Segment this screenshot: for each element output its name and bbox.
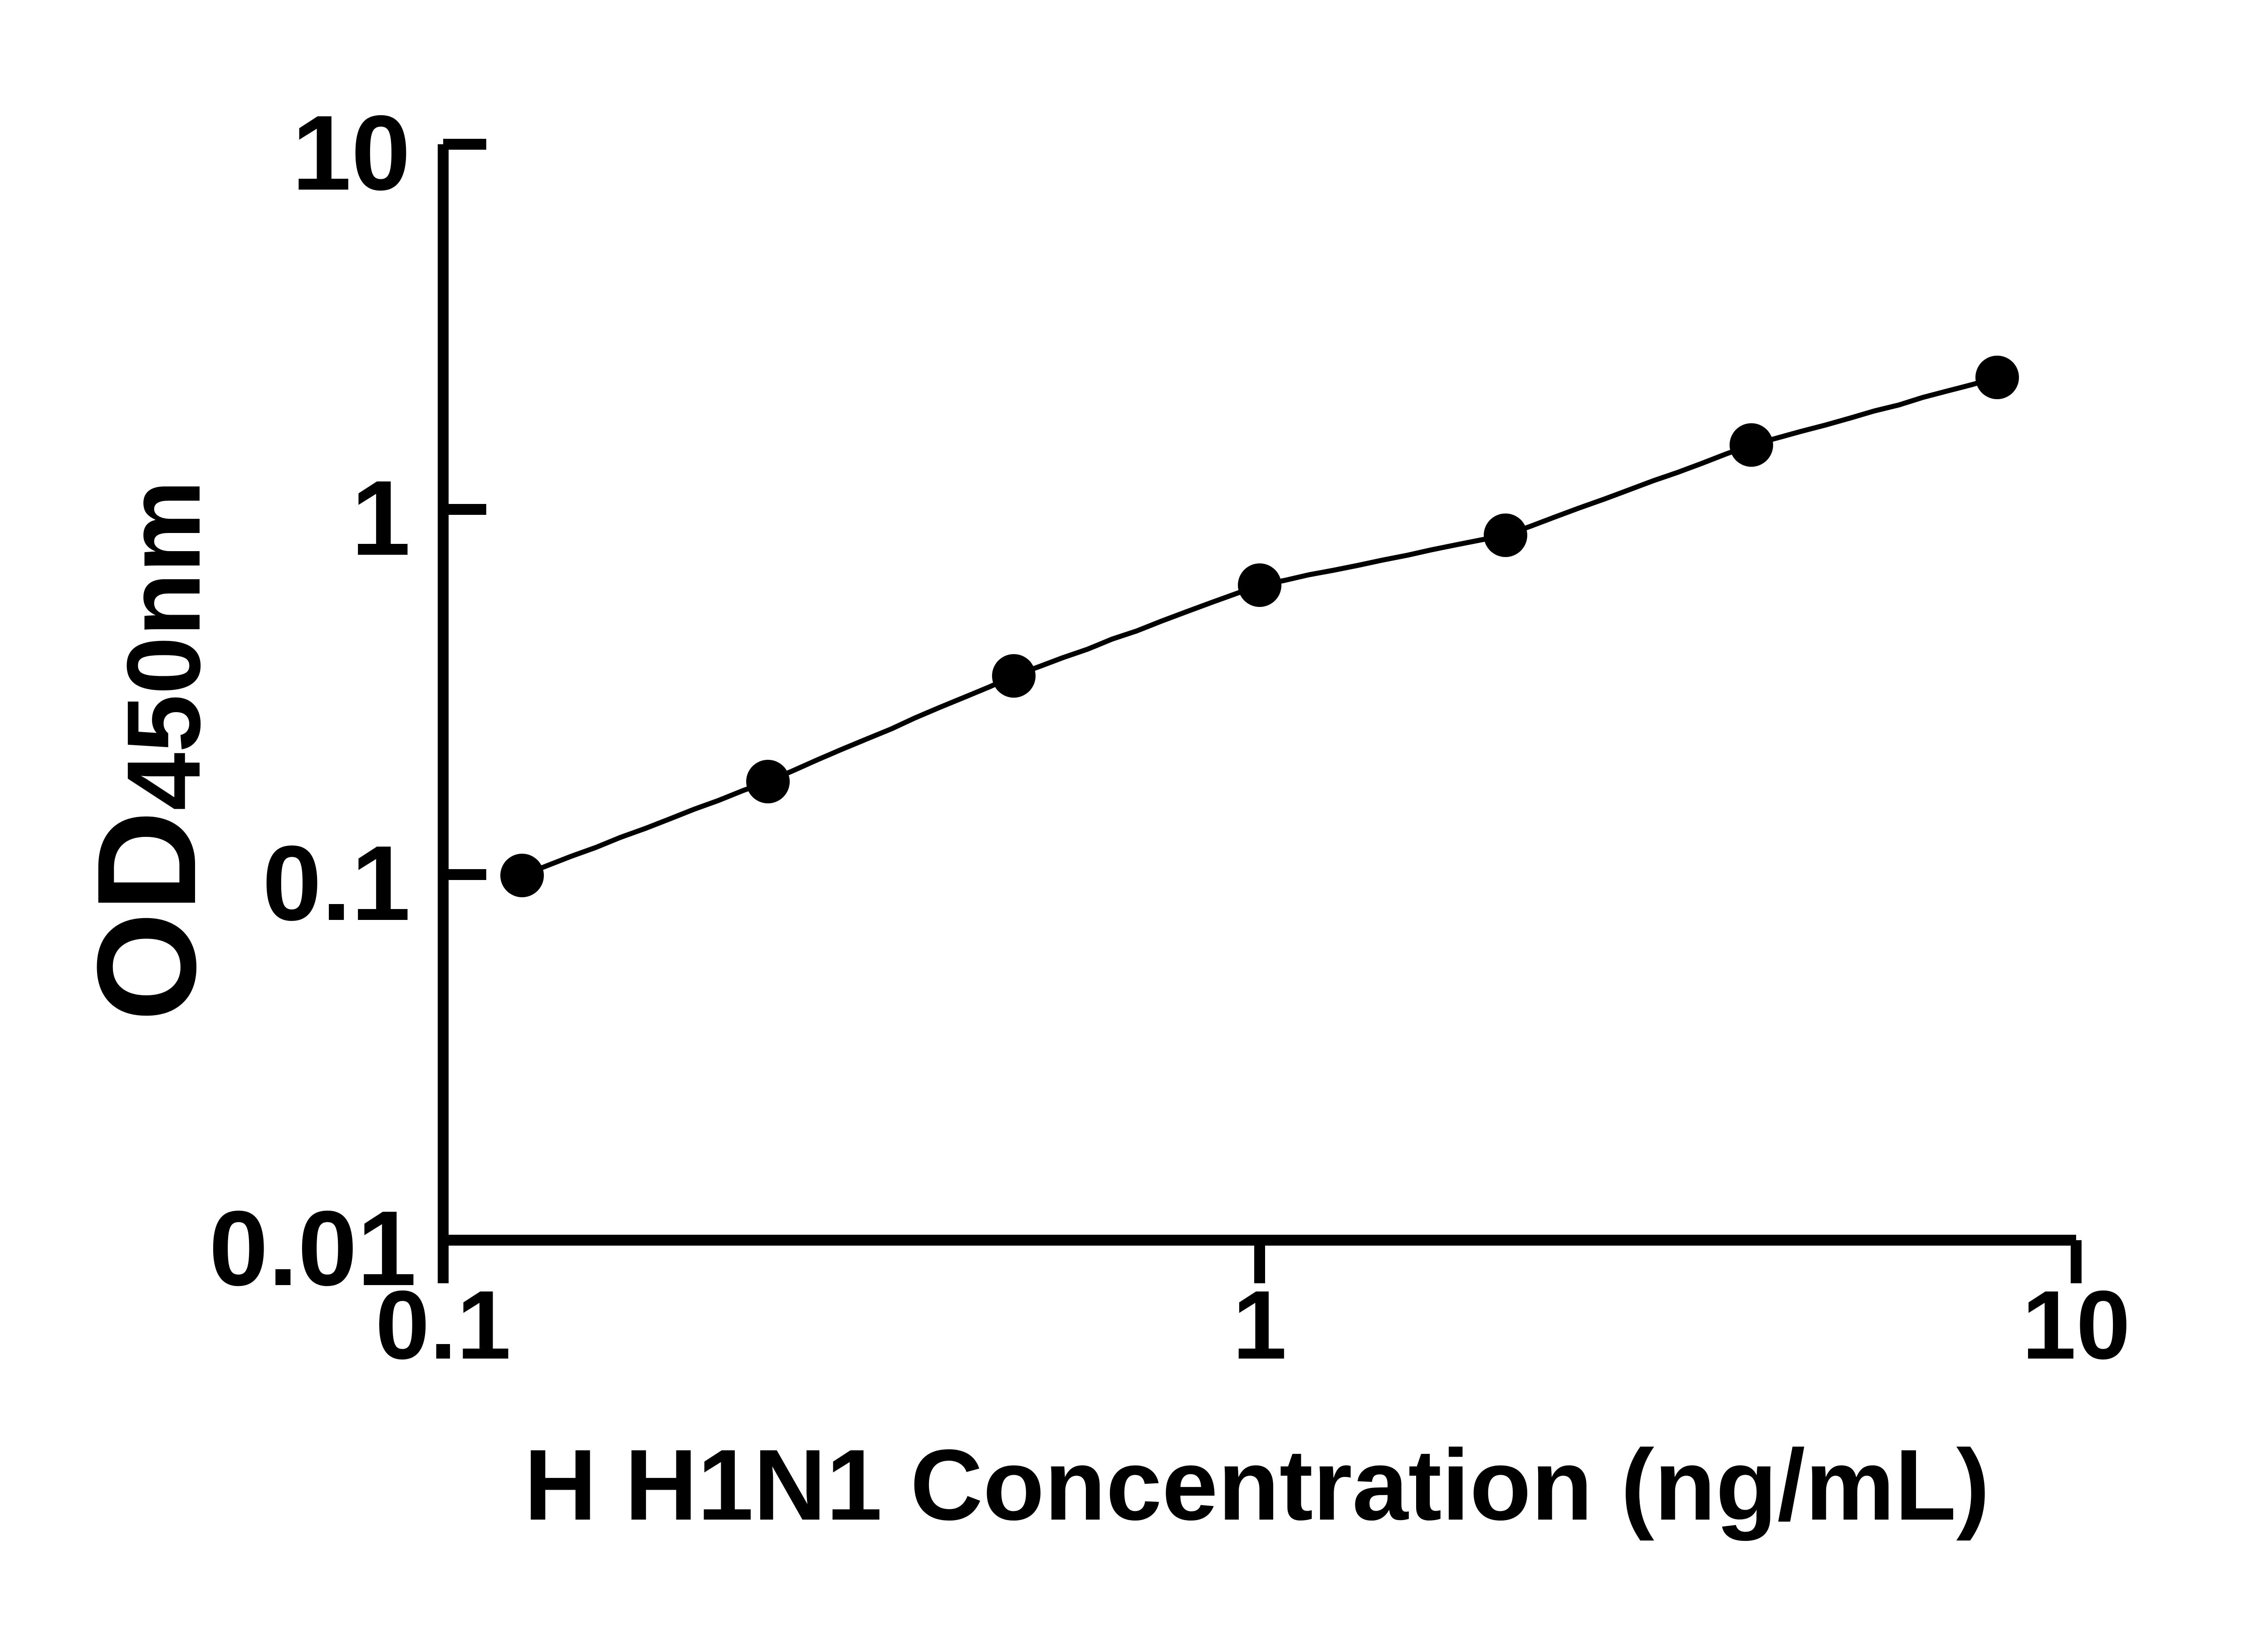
svg-text:0.1: 0.1 (376, 1270, 511, 1379)
svg-text:1: 1 (1232, 1270, 1287, 1379)
svg-text:0.1: 0.1 (262, 823, 411, 943)
svg-text:1: 1 (351, 458, 411, 577)
svg-text:10: 10 (2022, 1270, 2130, 1379)
svg-text:H H1N1 Concentration (ng/mL): H H1N1 Concentration (ng/mL) (524, 1429, 1989, 1541)
svg-text:10: 10 (292, 93, 411, 212)
